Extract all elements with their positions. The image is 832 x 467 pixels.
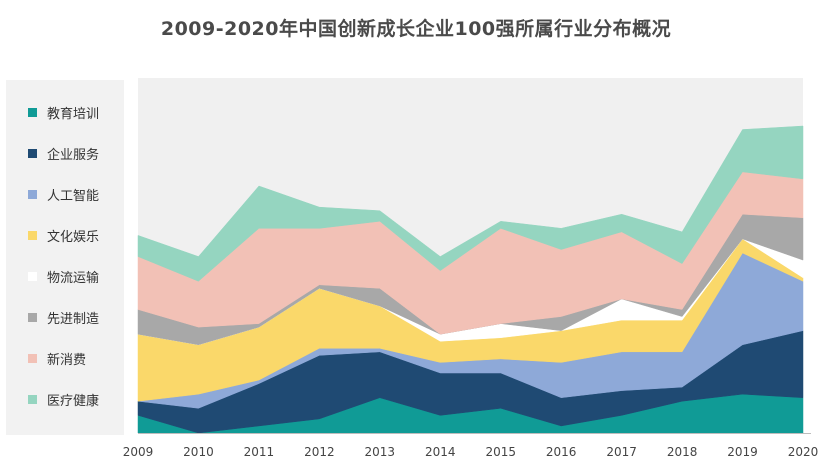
legend-label: 先进制造 bbox=[47, 311, 100, 327]
legend: 教育培训企业服务人工智能文化娱乐物流运输先进制造新消费医疗健康 bbox=[6, 80, 124, 435]
legend-swatch bbox=[28, 107, 37, 117]
legend-label: 医疗健康 bbox=[47, 393, 100, 409]
x-tick-label-2016: 2016 bbox=[546, 445, 577, 459]
x-tick-label-2010: 2010 bbox=[183, 445, 214, 459]
legend-label: 文化娱乐 bbox=[47, 229, 100, 245]
legend-swatch bbox=[28, 148, 37, 158]
legend-item-3: 人工智能 bbox=[6, 184, 124, 204]
legend-swatch bbox=[28, 353, 37, 363]
chart-title: 2009-2020年中国创新成长企业100强所属行业分布概况 bbox=[160, 18, 672, 40]
legend-swatch bbox=[28, 230, 37, 240]
legend-label: 教育培训 bbox=[47, 106, 100, 122]
legend-label: 新消费 bbox=[47, 352, 87, 368]
legend-item-7: 新消费 bbox=[6, 348, 124, 368]
x-tick-label-2017: 2017 bbox=[606, 445, 637, 459]
legend-swatch bbox=[28, 312, 37, 322]
legend-item-8: 医疗健康 bbox=[6, 389, 124, 409]
area-series-8 bbox=[137, 125, 804, 282]
legend-item-4: 文化娱乐 bbox=[6, 225, 124, 245]
x-tick-label-2019: 2019 bbox=[727, 445, 758, 459]
x-tick-label-2009: 2009 bbox=[123, 445, 154, 459]
x-tick-label-2020: 2020 bbox=[788, 445, 819, 459]
area-series-group bbox=[137, 125, 804, 434]
legend-label: 物流运输 bbox=[47, 270, 100, 286]
legend-label: 人工智能 bbox=[47, 188, 100, 204]
legend-swatch bbox=[28, 189, 37, 199]
x-tick-label-2015: 2015 bbox=[485, 445, 516, 459]
legend-item-1: 教育培训 bbox=[6, 102, 124, 122]
x-tick-label-2011: 2011 bbox=[244, 445, 275, 459]
x-tick-label-2013: 2013 bbox=[365, 445, 396, 459]
x-tick-label-2012: 2012 bbox=[304, 445, 335, 459]
x-tick-label-2018: 2018 bbox=[667, 445, 698, 459]
x-tick-group: 2009 2010 2011 2012 2013 2014 2015 2016 2017 2018… bbox=[123, 445, 819, 459]
legend-item-2: 企业服务 bbox=[6, 143, 124, 163]
legend-swatch bbox=[28, 271, 37, 281]
legend-swatch bbox=[28, 394, 37, 404]
x-tick-label-2014: 2014 bbox=[425, 445, 456, 459]
legend-label: 企业服务 bbox=[47, 147, 100, 163]
legend-item-5: 物流运输 bbox=[6, 266, 124, 286]
legend-item-6: 先进制造 bbox=[6, 307, 124, 327]
